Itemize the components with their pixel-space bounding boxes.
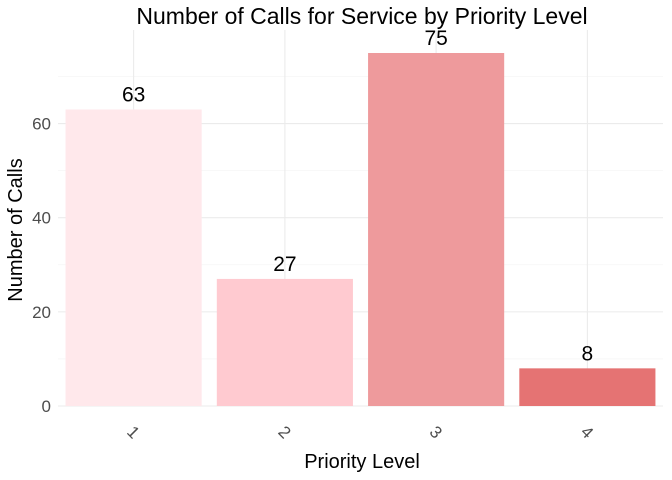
x-tick-label: 3 — [426, 422, 446, 442]
y-axis-title: Number of Calls — [5, 158, 27, 301]
x-tick-label: 2 — [274, 422, 294, 442]
y-tick-label: 20 — [32, 303, 51, 322]
bars — [65, 53, 656, 406]
x-tick-label: 1 — [123, 422, 143, 442]
y-tick-label: 0 — [42, 397, 51, 416]
data-label-priority-3: 75 — [424, 27, 447, 50]
bar-priority-1 — [65, 109, 202, 406]
y-tick-label: 40 — [32, 209, 51, 228]
x-tick-label: 4 — [577, 422, 597, 442]
x-axis-title: Priority Level — [304, 451, 420, 473]
x-axis-ticks: 1 2 3 4 — [123, 422, 597, 442]
bar-priority-2 — [216, 278, 353, 406]
bar-priority-4 — [519, 368, 656, 406]
y-axis-ticks: 0 20 40 60 — [32, 115, 51, 416]
data-label-priority-2: 27 — [273, 253, 296, 276]
data-label-priority-4: 8 — [582, 342, 594, 365]
bar-priority-3 — [368, 53, 505, 406]
data-label-priority-1: 63 — [122, 83, 145, 106]
data-labels: 63 27 75 8 — [122, 27, 593, 365]
chart-title: Number of Calls for Service by Priority … — [136, 3, 587, 29]
y-tick-label: 60 — [32, 115, 51, 134]
